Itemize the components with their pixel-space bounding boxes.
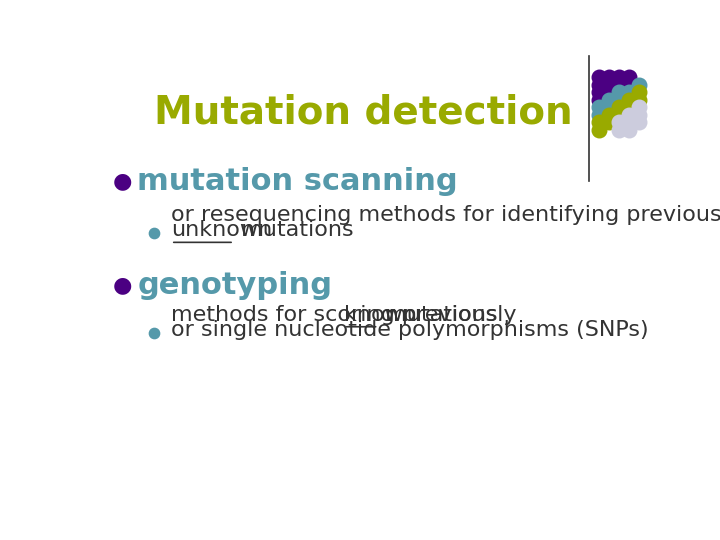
Point	[613, 103, 625, 112]
Text: unknown: unknown	[171, 220, 272, 240]
Text: genotyping: genotyping	[138, 271, 333, 300]
Point	[593, 110, 605, 119]
Point	[593, 73, 605, 82]
Point	[603, 96, 615, 104]
Point	[624, 103, 635, 112]
Point	[148, 329, 160, 338]
Point	[624, 73, 635, 82]
Point	[613, 96, 625, 104]
Point	[613, 80, 625, 89]
Text: methods for scoring previously: methods for scoring previously	[171, 305, 523, 325]
Point	[613, 73, 625, 82]
Point	[624, 96, 635, 104]
Point	[634, 110, 645, 119]
Point	[593, 80, 605, 89]
Text: ●: ●	[112, 171, 132, 191]
Point	[593, 125, 605, 134]
Point	[634, 80, 645, 89]
Point	[603, 73, 615, 82]
Point	[624, 125, 635, 134]
Point	[603, 110, 615, 119]
Point	[603, 80, 615, 89]
Point	[593, 118, 605, 126]
Text: mutations: mutations	[379, 305, 498, 325]
Text: ●: ●	[112, 275, 132, 295]
Text: mutation scanning: mutation scanning	[138, 167, 458, 195]
Point	[624, 80, 635, 89]
Point	[603, 103, 615, 112]
Point	[634, 118, 645, 126]
Point	[613, 110, 625, 119]
Point	[634, 103, 645, 112]
Text: mutations: mutations	[234, 220, 354, 240]
Text: Mutation detection: Mutation detection	[154, 94, 572, 132]
Point	[593, 96, 605, 104]
Point	[624, 110, 635, 119]
Point	[603, 118, 615, 126]
Point	[593, 103, 605, 112]
Text: or resequencing methods for identifying previously: or resequencing methods for identifying …	[171, 205, 720, 225]
Point	[634, 96, 645, 104]
Text: or single nucleotide polymorphisms (SNPs): or single nucleotide polymorphisms (SNPs…	[171, 320, 649, 340]
Point	[613, 125, 625, 134]
Point	[624, 88, 635, 97]
Point	[593, 88, 605, 97]
Point	[613, 88, 625, 97]
Text: known: known	[344, 305, 417, 325]
Point	[603, 88, 615, 97]
Point	[148, 229, 160, 238]
Point	[634, 88, 645, 97]
Point	[613, 118, 625, 126]
Point	[624, 118, 635, 126]
